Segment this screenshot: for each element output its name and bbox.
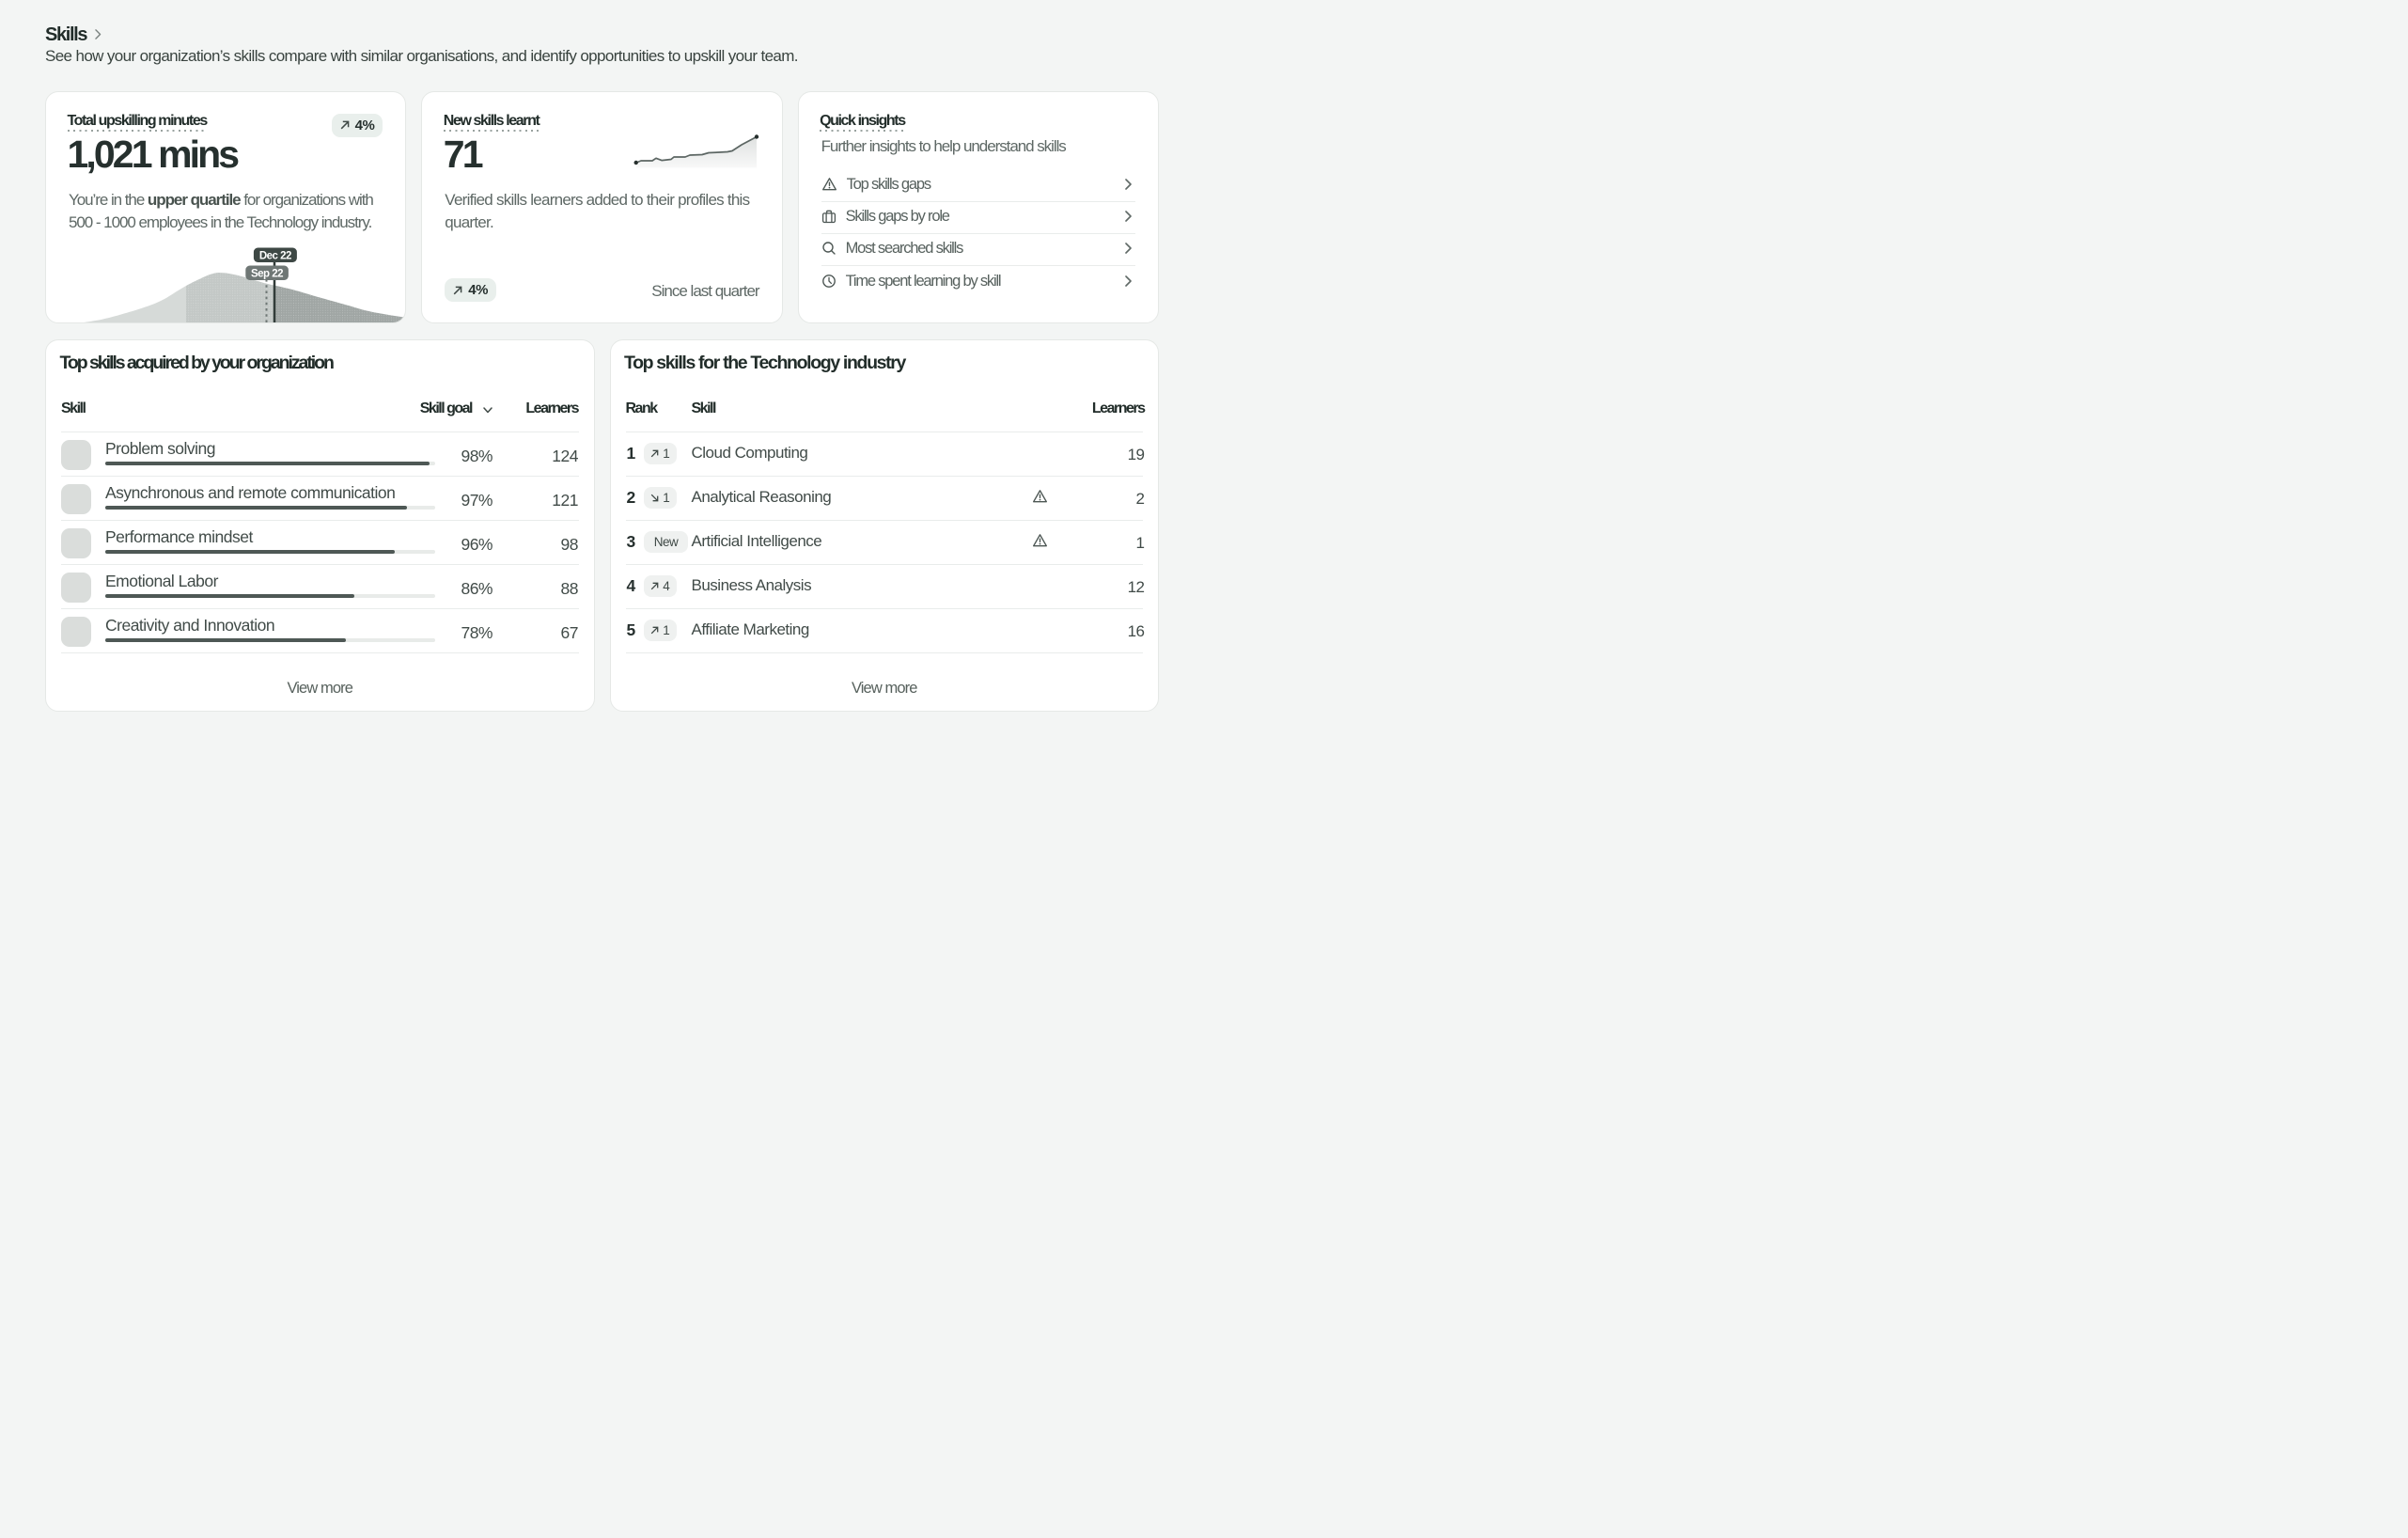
svg-text:Sep 22: Sep 22 bbox=[251, 268, 283, 279]
svg-text:Dec 22: Dec 22 bbox=[259, 250, 291, 261]
